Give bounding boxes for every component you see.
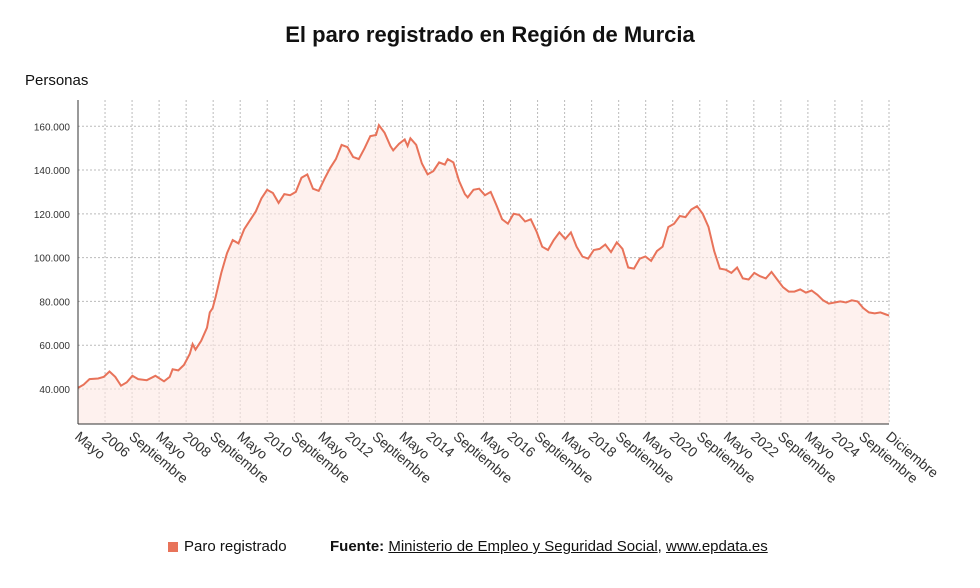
x-tick-label: 2012 [342,428,376,460]
x-tick-label: 2018 [586,428,620,460]
y-tick-label: 60.000 [39,341,70,352]
y-tick-label: 160.000 [34,122,71,133]
legend-label: Paro registrado [184,538,287,555]
x-tick-label: 2008 [180,428,214,460]
y-tick-labels: 40.000 60.000 80.000 100.000 120.000 140.000 1… [34,122,71,396]
legend: Paro registrado [168,538,287,555]
y-tick-label: 80.000 [39,297,70,308]
x-tick-label: 2014 [424,428,458,460]
x-tick-label: Mayo [72,428,109,462]
source-label: Fuente: [330,538,385,555]
x-tick-label: 2006 [99,428,133,460]
x-tick-labels: Mayo2006SeptiembreMayo2008SeptiembreMayo… [72,428,942,486]
y-tick-label: 100.000 [34,254,71,265]
x-tick-label: 2020 [667,428,701,460]
x-tick-label: 2016 [505,428,539,460]
y-tick-label: 40.000 [39,385,70,396]
y-axis-label: Personas [25,72,89,89]
chart-title: El paro registrado en Región de Murcia [285,22,695,47]
source-separator: , [657,538,662,555]
line-chart: 40.000 60.000 80.000 100.000 120.000 140.000 1… [34,100,942,486]
series-line [77,123,890,389]
y-tick-label: 120.000 [34,210,71,221]
x-tick-label: 2022 [748,428,782,460]
source-link-epdata[interactable]: www.epdata.es [666,538,768,555]
y-tick-label: 140.000 [34,166,71,177]
x-tick-label: 2024 [829,428,863,460]
legend-swatch [168,541,178,552]
source-link-ministerio[interactable]: Ministerio de Empleo y Seguridad Social [388,538,658,555]
x-tick-label: 2010 [261,428,295,460]
source-note: Fuente: Ministerio de Empleo y Seguridad… [330,538,768,555]
